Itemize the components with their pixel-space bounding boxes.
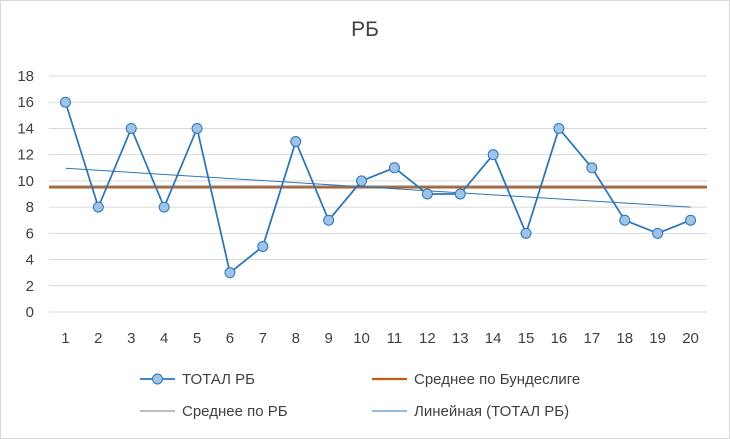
x-tick-label: 8 [292,330,300,347]
legend-label: Среднее по Бундеслиге [414,371,580,388]
x-tick-label: 10 [353,330,370,347]
y-tick-label: 2 [26,278,34,295]
y-tick-label: 10 [17,173,34,190]
legend-item: Среднее по Бундеслиге [372,371,580,388]
data-point [553,122,565,134]
plot-series [49,96,707,279]
x-tick-label: 16 [551,330,568,347]
y-tick-label: 12 [17,147,34,164]
y-tick-label: 16 [17,94,34,111]
data-point [125,122,137,134]
x-tick-label: 20 [682,330,699,347]
y-tick-label: 8 [26,199,34,216]
y-tick-label: 14 [17,120,34,137]
x-tick-label: 3 [127,330,135,347]
legend-item: ТОТАЛ РБ [140,371,255,388]
data-point [487,149,499,161]
x-tick-label: 7 [259,330,267,347]
x-tick-label: 17 [584,330,601,347]
series-line [64,101,691,275]
y-tick-label: 6 [26,225,34,242]
data-point [191,122,203,134]
data-point [586,162,598,174]
data-point [92,201,104,213]
legend-marker [152,373,163,385]
x-tick-label: 14 [485,330,502,347]
legend-label: Среднее по РБ [182,403,288,420]
data-point [421,188,433,200]
data-point [290,136,302,148]
legend-label: ТОТАЛ РБ [182,371,255,388]
data-point [454,188,466,200]
data-point [652,227,664,239]
data-point [619,214,631,226]
data-point [257,240,269,252]
data-point [59,96,71,108]
x-tick-label: 18 [616,330,633,347]
data-point [685,214,697,226]
legend-item: Линейная (ТОТАЛ РБ) [372,403,569,420]
trendline [65,167,691,208]
chart-title: РБ [351,18,379,41]
x-tick-label: 9 [324,330,332,347]
data-point [520,227,532,239]
y-tick-label: 18 [17,68,34,85]
x-tick-label: 5 [193,330,201,347]
x-tick-label: 15 [518,330,535,347]
data-point [388,162,400,174]
x-axis-tick-labels: 1 2 3 4 5 6 7 8 9 10 11 12 13 14 15 16 17 18 19 20 [61,330,699,347]
data-point [323,214,335,226]
x-tick-label: 12 [419,330,436,347]
data-point [158,201,170,213]
legend-item: Среднее по РБ [140,403,288,420]
legend-label: Линейная (ТОТАЛ РБ) [414,403,569,420]
x-tick-label: 6 [226,330,234,347]
x-tick-label: 4 [160,330,168,347]
x-tick-label: 1 [61,330,69,347]
y-axis-tick-labels: 0 2 4 6 8 10 12 14 16 18 [17,68,34,321]
data-point [356,175,368,187]
y-tick-label: 0 [26,304,34,321]
x-tick-label: 11 [387,330,403,347]
y-tick-label: 4 [26,252,34,269]
data-point [224,267,236,279]
x-tick-label: 13 [452,330,469,347]
legend: ТОТАЛ РБ Среднее по Бундеслиге Среднее по … [140,371,580,420]
x-tick-label: 19 [649,330,666,347]
x-tick-label: 2 [94,330,102,347]
